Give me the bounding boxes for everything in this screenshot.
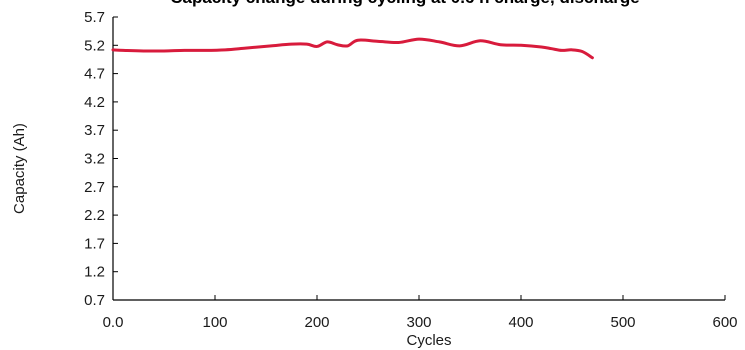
data-point	[270, 44, 273, 47]
data-point	[224, 48, 227, 51]
x-tick-label: 0.0	[103, 314, 124, 331]
data-point	[540, 46, 543, 49]
data-point	[244, 47, 247, 50]
data-point	[479, 39, 482, 42]
y-tick-label: 4.2	[84, 94, 105, 111]
data-point	[346, 44, 349, 47]
x-axis-title: Cycles	[406, 332, 451, 349]
data-point	[560, 49, 563, 52]
y-tick-label: 5.7	[84, 9, 105, 26]
data-point	[458, 44, 461, 47]
x-tick-label: 200	[304, 314, 329, 331]
y-tick-label: 3.7	[84, 122, 105, 139]
data-point	[550, 47, 553, 50]
y-tick-label: 2.2	[84, 207, 105, 224]
x-tick-label: 400	[508, 314, 533, 331]
data-point	[397, 41, 400, 44]
data-point	[112, 48, 115, 51]
data-point	[581, 50, 584, 53]
data-point	[336, 43, 339, 46]
data-point	[499, 43, 502, 46]
y-axis-title: Capacity (Ah)	[11, 123, 28, 214]
data-point	[142, 49, 145, 52]
data-point	[326, 40, 329, 43]
y-tick-label: 3.2	[84, 151, 105, 168]
x-tick-label: 500	[610, 314, 635, 331]
data-point	[591, 56, 594, 59]
y-tick-label: 4.7	[84, 66, 105, 83]
y-tick-label: 1.7	[84, 235, 105, 252]
data-point	[203, 49, 206, 52]
y-tick-label: 2.7	[84, 179, 105, 196]
data-point	[356, 39, 359, 42]
data-point	[418, 38, 421, 41]
data-point	[122, 49, 125, 52]
data-point	[316, 45, 319, 48]
y-tick-label: 0.7	[84, 292, 105, 309]
x-tick-label: 100	[202, 314, 227, 331]
data-point	[377, 40, 380, 43]
data-point	[183, 49, 186, 52]
data-point	[520, 44, 523, 47]
y-tick-label: 5.2	[84, 37, 105, 54]
data-point	[438, 40, 441, 43]
x-tick-label: 300	[406, 314, 431, 331]
data-point	[290, 43, 293, 46]
data-point	[305, 43, 308, 46]
capacity-series-line	[111, 37, 594, 60]
chart-title: Capacity change during cycling at 0.6 h …	[170, 0, 640, 7]
y-tick-label: 1.2	[84, 264, 105, 281]
data-point	[571, 48, 574, 51]
x-tick-label: 600	[712, 314, 737, 331]
data-point	[163, 49, 166, 52]
